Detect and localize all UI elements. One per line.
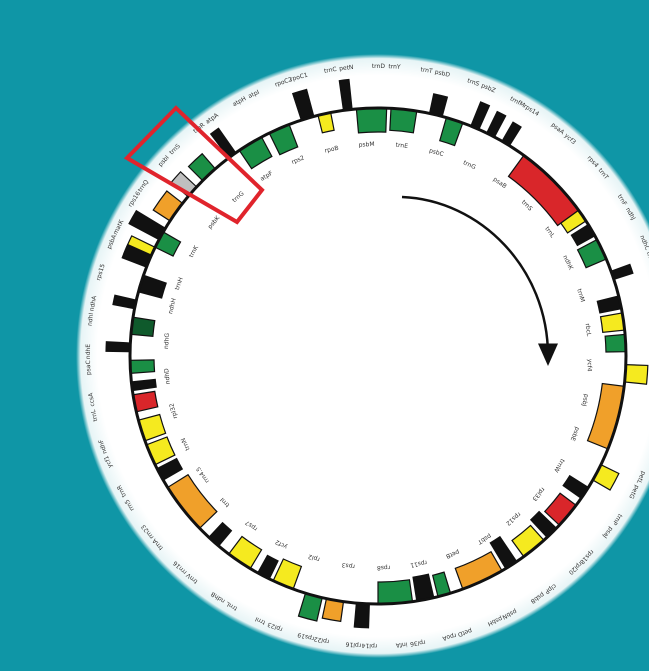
gene-label: rpl2 [307, 552, 320, 562]
gene-label: ndhE [85, 344, 92, 360]
gene-label: trnY [388, 63, 401, 71]
gene-label: petN [339, 64, 354, 73]
gene-label: ycf4 [586, 359, 594, 372]
gene-label: rpoC1 [289, 72, 308, 84]
highlight-box [123, 105, 265, 225]
gene-label: ndhF [97, 438, 108, 455]
gene-label: rps8 [377, 564, 391, 571]
gene-label: trnN [180, 437, 192, 452]
gene-block [130, 316, 156, 337]
gene-label: ndhA [88, 294, 98, 311]
gene-label: rps19 [297, 631, 315, 642]
gene-label: psbC [428, 147, 444, 158]
gene-label: ycf1 [103, 454, 114, 469]
gene-block [105, 341, 131, 353]
gene-label: petB [445, 548, 461, 559]
gene-label: trnE [395, 142, 408, 150]
gene-label: rps3 [341, 561, 355, 570]
gene-label: ndhD [163, 368, 172, 385]
gene-label: trnV [645, 251, 649, 266]
gene-label: rpoA [441, 631, 457, 641]
gene-label: ndhI [87, 312, 96, 326]
gene-label: trnS [466, 77, 480, 88]
gene-block [599, 312, 626, 334]
gene-label: rps15 [95, 263, 107, 282]
gene-block [623, 364, 649, 385]
gene-label: trnC [324, 66, 338, 75]
gene-label: infA [395, 641, 408, 649]
gene-label: rpl14 [361, 642, 377, 649]
gene-label: psbJ [580, 393, 589, 407]
gene-label: ndhC [638, 234, 649, 251]
gene-label: atpI [247, 89, 261, 100]
gene-label: trnD [372, 63, 386, 70]
gene-label: ndhH [167, 298, 178, 315]
gene-label: rbcL [584, 323, 593, 337]
gene-label: psaC [85, 360, 93, 375]
gene-block [353, 602, 370, 629]
gene-label: trnI [254, 615, 266, 626]
gene-label: trnL [90, 408, 99, 422]
gene-label: petD [456, 627, 472, 638]
gene-label: ccsA [87, 391, 96, 407]
gene-label: rps11 [409, 558, 427, 568]
gene-block [604, 333, 627, 353]
gene-label: trnM [575, 288, 586, 303]
gene-label: trnT [420, 66, 434, 75]
gene-label: ndhG [163, 332, 171, 349]
gene-label: psbD [434, 69, 451, 79]
direction-arrow [401, 195, 558, 366]
gene-label: rpl32 [168, 402, 179, 419]
gene-label: rpl16 [345, 640, 361, 648]
gene-label: psbM [358, 141, 374, 149]
white-disc [76, 54, 649, 658]
gene-block [355, 107, 388, 134]
gene-block [389, 107, 418, 134]
backbone-circle [128, 106, 628, 606]
gene-label: rpoB [324, 145, 339, 155]
gene-track [105, 78, 649, 629]
gene-label: rpl22 [313, 635, 330, 645]
gene-label: rps2 [291, 154, 306, 166]
gene-label: rpl36 [409, 638, 426, 647]
gene-label: psbE [569, 426, 581, 442]
gene-block [129, 359, 156, 374]
gene-label: trnH [174, 276, 185, 291]
gene-block [377, 579, 414, 605]
